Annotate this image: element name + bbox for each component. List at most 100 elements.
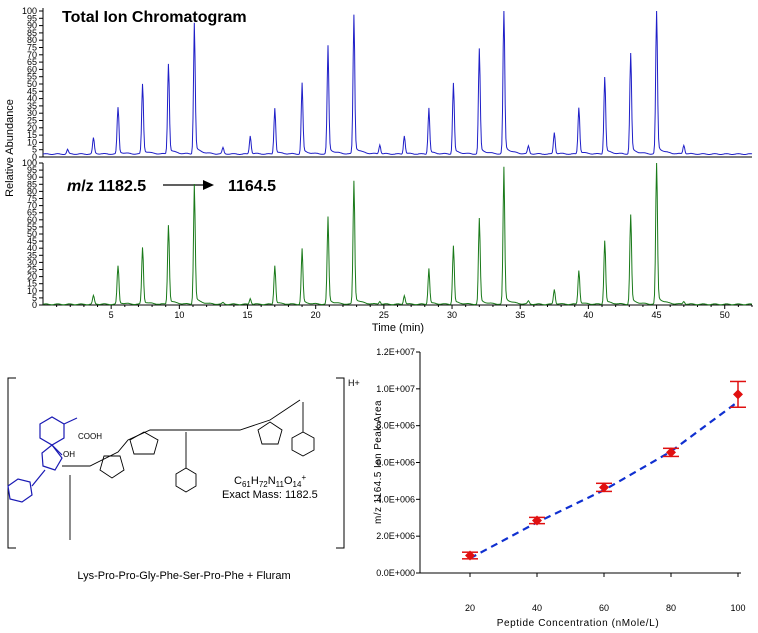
- srm-y-tick-label: 80: [27, 186, 37, 196]
- peptide-backbone: [62, 399, 315, 540]
- srm-y-tick-label: 55: [27, 222, 37, 232]
- cal-y-tick-label: 1.2E+007: [376, 347, 415, 357]
- cal-y-tick-label: 1.0E+007: [376, 384, 415, 394]
- srm-y-tick-label: 100: [22, 158, 37, 168]
- oh-label: OH: [63, 450, 75, 459]
- srm-x-tick-label: 40: [583, 310, 593, 320]
- srm-mz-z: /z: [81, 178, 93, 195]
- left-bracket: [7, 377, 16, 549]
- tic-title: Total Ion Chromatogram: [62, 9, 247, 26]
- calibration-panel: 0.0E+000 2.0E+006 4.0E+006 6.0E+006 8.0E+006…: [373, 347, 746, 629]
- srm-x-tick-label: 45: [652, 310, 662, 320]
- tic-y-tick-label: 70: [27, 50, 37, 60]
- srm-x-tick-label: 25: [379, 310, 389, 320]
- cooh-label: COOH: [78, 432, 102, 441]
- cal-data-point: [465, 550, 475, 561]
- tic-y-ticks: 0510152025303540455055606570758085909510…: [22, 6, 43, 162]
- cal-x-tick-label: 100: [730, 603, 745, 613]
- cal-data-point: [666, 447, 676, 458]
- tic-y-tick-label: 85: [27, 28, 37, 38]
- cal-x-ticks: 20 40 60 80 100: [465, 573, 746, 613]
- molecule-structure: H+ COOH OH C61H72N11O14+ Exact Mass: 118…: [7, 377, 360, 582]
- cal-x-label: Peptide Concentration (nMole/L): [497, 618, 660, 629]
- tic-y-tick-label: 20: [27, 123, 37, 133]
- tic-y-tick-label: 60: [27, 64, 37, 74]
- charge-label: H+: [348, 378, 360, 388]
- srm-y-tick-label: 60: [27, 215, 37, 225]
- srm-x-tick-label: 50: [720, 310, 730, 320]
- srm-y-tick-label: 5: [32, 293, 37, 303]
- tic-panel: Total Ion Chromatogram 05101520253035404…: [22, 6, 753, 162]
- srm-y-tick-label: 20: [27, 272, 37, 282]
- srm-x-tick-label: 15: [243, 310, 253, 320]
- cal-y-tick-label: 8.0E+006: [376, 421, 415, 431]
- cal-data-point: [733, 389, 743, 400]
- srm-y-tick-label: 90: [27, 172, 37, 182]
- tic-y-tick-label: 45: [27, 86, 37, 96]
- cal-x-tick-label: 40: [532, 603, 542, 613]
- srm-y-tick-label: 45: [27, 236, 37, 246]
- tic-y-tick-label: 5: [32, 145, 37, 155]
- srm-x-label: Time (min): [372, 322, 424, 334]
- srm-x-tick-label: 30: [447, 310, 457, 320]
- srm-y-tick-label: 15: [27, 279, 37, 289]
- cal-x-tick-label: 60: [599, 603, 609, 613]
- fluram-group: [7, 416, 78, 503]
- tic-y-tick-label: 90: [27, 21, 37, 31]
- srm-y-tick-label: 50: [27, 229, 37, 239]
- srm-x-tick-label: 20: [311, 310, 321, 320]
- tic-y-tick-label: 30: [27, 108, 37, 118]
- right-bracket: [336, 377, 345, 549]
- tic-y-tick-label: 50: [27, 79, 37, 89]
- tic-y-tick-label: 75: [27, 43, 37, 53]
- srm-x-tick-label: 5: [109, 310, 114, 320]
- srm-y-tick-label: 65: [27, 208, 37, 218]
- cal-y-tick-label: 0.0E+000: [376, 568, 415, 578]
- cal-x-tick-label: 20: [465, 603, 475, 613]
- srm-x-ticks: 5 10 15 20 25 30 35 40 45 50: [56, 305, 753, 320]
- cal-data-point: [599, 482, 609, 493]
- srm-y-tick-label: 70: [27, 201, 37, 211]
- tic-y-tick-label: 80: [27, 35, 37, 45]
- cal-points: [462, 380, 746, 561]
- srm-y-tick-label: 85: [27, 179, 37, 189]
- cal-data-point: [532, 515, 542, 526]
- tic-y-tick-label: 0: [32, 152, 37, 162]
- tic-y-tick-label: 95: [27, 13, 37, 23]
- exact-mass: Exact Mass: 1182.5: [222, 489, 318, 501]
- tic-y-tick-label: 65: [27, 57, 37, 67]
- srm-mz-m: m: [67, 178, 81, 195]
- srm-y-tick-label: 35: [27, 250, 37, 260]
- cal-y-tick-label: 4.0E+006: [376, 494, 415, 504]
- cal-x-tick-label: 80: [666, 603, 676, 613]
- srm-title: m/z 1182.5: [67, 178, 146, 195]
- peptide-caption: Lys-Pro-Pro-Gly-Phe-Ser-Pro-Phe + Fluram: [77, 570, 290, 582]
- tic-y-tick-label: 40: [27, 94, 37, 104]
- tic-y-tick-label: 25: [27, 116, 37, 126]
- cal-y-ticks: 0.0E+000 2.0E+006 4.0E+006 6.0E+006 8.0E+006…: [376, 347, 420, 578]
- srm-arrowhead-icon: [203, 180, 214, 190]
- tic-y-tick-label: 35: [27, 101, 37, 111]
- tic-trace: [42, 10, 753, 156]
- cal-fit-line: [469, 400, 739, 560]
- srm-precursor: 1182.5: [94, 178, 147, 195]
- srm-x-tick-label: 35: [515, 310, 525, 320]
- cal-y-label: m/z 1164.5 Ion Peak Area: [373, 400, 384, 524]
- srm-product: 1164.5: [228, 178, 276, 195]
- srm-y-tick-label: 25: [27, 265, 37, 275]
- srm-y-tick-label: 30: [27, 257, 37, 267]
- srm-y-tick-label: 95: [27, 165, 37, 175]
- tic-y-tick-label: 15: [27, 130, 37, 140]
- cal-y-tick-label: 2.0E+006: [376, 531, 415, 541]
- tic-y-tick-label: 55: [27, 72, 37, 82]
- srm-panel: m/z 1182.5 1164.5 0510152025303540455055…: [22, 158, 753, 334]
- formula: C61H72N11O14+: [234, 473, 306, 489]
- srm-y-tick-label: 40: [27, 243, 37, 253]
- srm-y-ticks: 0510152025303540455055606570758085909510…: [22, 158, 43, 310]
- srm-y-tick-label: 10: [27, 286, 37, 296]
- tic-y-tick-label: 10: [27, 137, 37, 147]
- srm-x-tick-label: 10: [174, 310, 184, 320]
- cal-y-tick-label: 6.0E+006: [376, 458, 415, 468]
- srm-y-tick-label: 75: [27, 194, 37, 204]
